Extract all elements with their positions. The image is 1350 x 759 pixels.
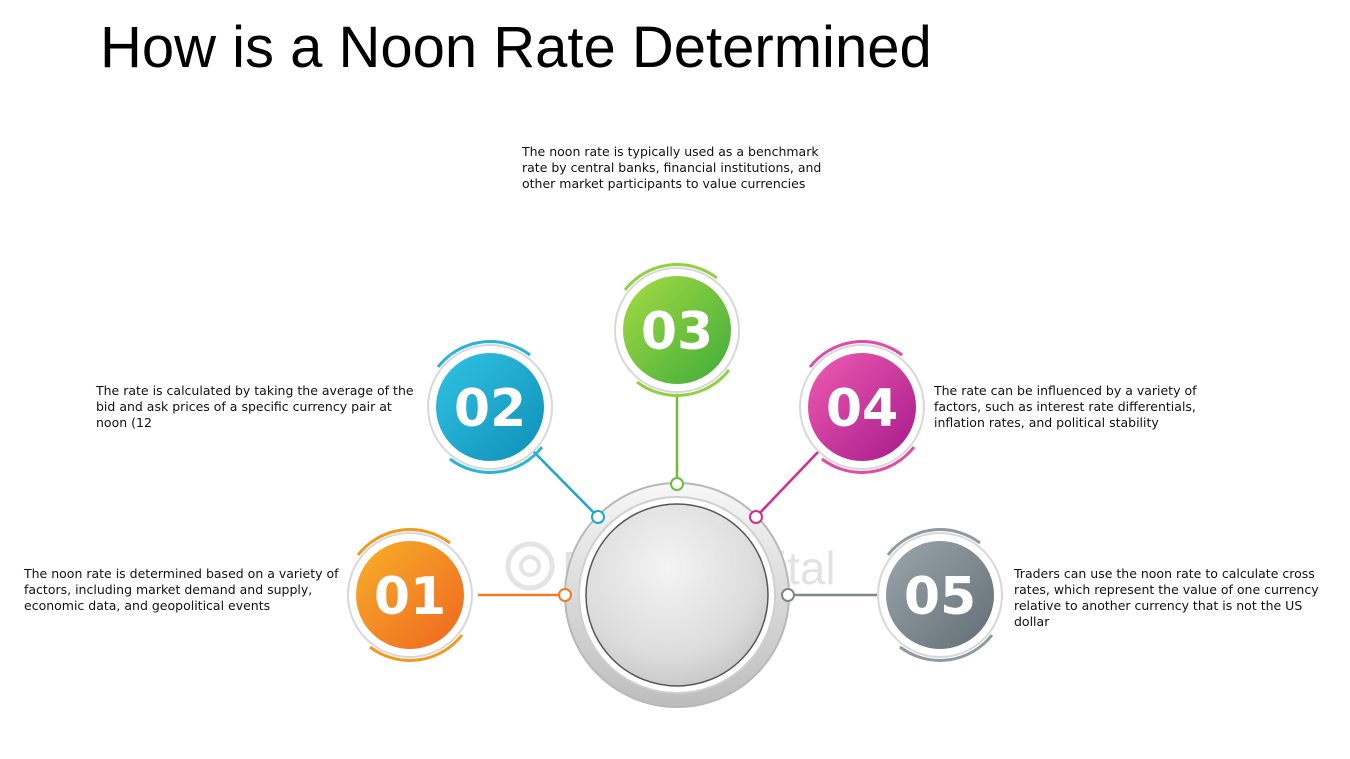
step-description-04: The rate can be influenced by a variety …	[934, 383, 1224, 431]
step-badge-01: 01	[348, 530, 472, 661]
step-description-02: The rate is calculated by taking the ave…	[96, 383, 416, 431]
connector-dot-01	[559, 589, 571, 601]
step-description-03: The noon rate is typically used as a ben…	[522, 144, 842, 192]
connector-04	[756, 452, 818, 517]
step-description-01: The noon rate is determined based on a v…	[24, 566, 354, 614]
connector-dot-04	[750, 511, 762, 523]
step-badge-05: 05	[878, 530, 1002, 661]
step-number-04: 04	[826, 379, 898, 439]
connector-dot-05	[782, 589, 794, 601]
step-number-02: 02	[454, 379, 526, 439]
connector-02	[532, 450, 598, 517]
step-number-03: 03	[641, 302, 713, 362]
connector-dot-02	[592, 511, 604, 523]
step-description-05: Traders can use the noon rate to calcula…	[1014, 566, 1334, 630]
step-number-01: 01	[374, 567, 446, 627]
connector-dot-03	[671, 478, 683, 490]
step-badge-03: 03	[615, 265, 739, 396]
step-number-05: 05	[904, 567, 976, 627]
